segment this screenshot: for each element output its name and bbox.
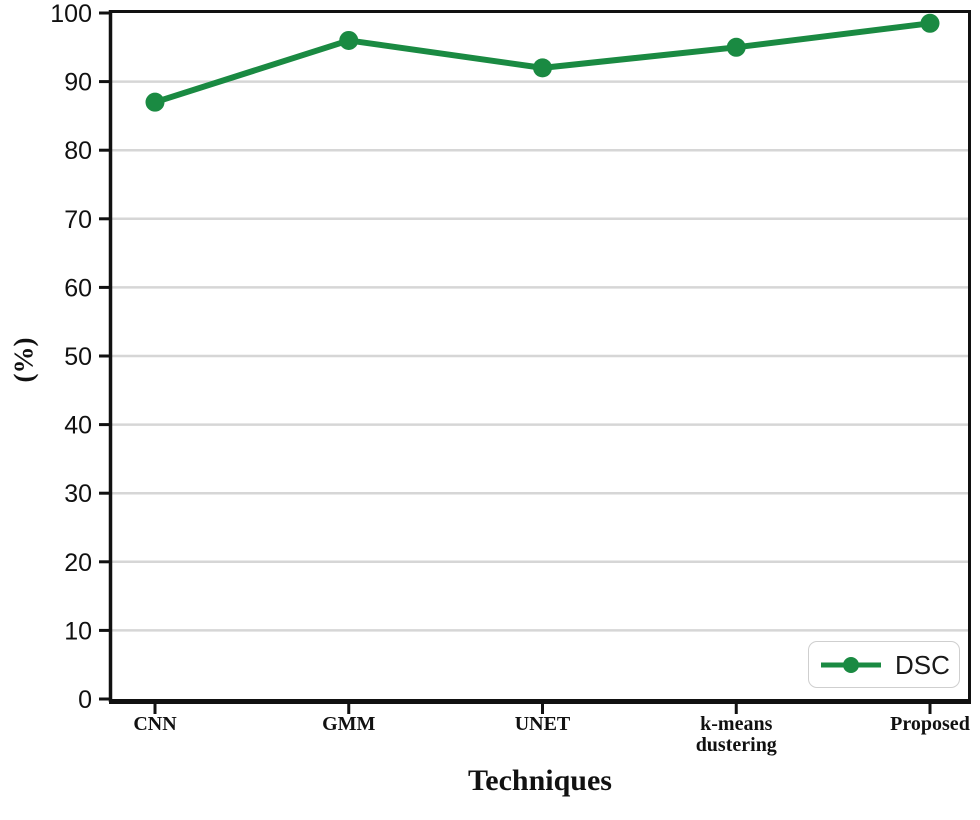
data-point-CNN bbox=[145, 92, 165, 112]
y-tick-label: 10 bbox=[64, 617, 92, 645]
y-tick-label: 20 bbox=[64, 549, 92, 577]
x-axis-title: Techniques bbox=[468, 764, 612, 797]
legend-line-marker-icon bbox=[821, 656, 881, 673]
y-tick-label: 100 bbox=[50, 0, 92, 28]
data-point-UNET bbox=[533, 58, 552, 78]
y-tick-label: 60 bbox=[64, 274, 92, 302]
x-tick-label: CNN bbox=[133, 713, 177, 735]
y-tick-label: 80 bbox=[64, 137, 92, 165]
y-tick-label: 50 bbox=[64, 343, 92, 371]
x-tick-label: k-means dustering bbox=[696, 713, 777, 756]
x-tick-label: UNET bbox=[515, 713, 571, 735]
x-tick-label: GMM bbox=[322, 713, 375, 735]
y-axis-title: (%) bbox=[8, 337, 39, 383]
y-tick-label: 0 bbox=[78, 686, 92, 714]
legend: DSC bbox=[808, 641, 960, 688]
data-point-Proposed bbox=[920, 13, 940, 33]
y-tick-label: 30 bbox=[64, 480, 92, 508]
x-tick-label: Proposed bbox=[890, 713, 970, 735]
y-tick-label: 40 bbox=[64, 412, 92, 440]
data-point-k-means bbox=[726, 37, 746, 57]
data-point-GMM bbox=[339, 30, 359, 50]
y-tick-label: 90 bbox=[64, 69, 92, 97]
legend-label: DSC bbox=[895, 649, 950, 680]
y-tick-label: 70 bbox=[64, 206, 92, 234]
